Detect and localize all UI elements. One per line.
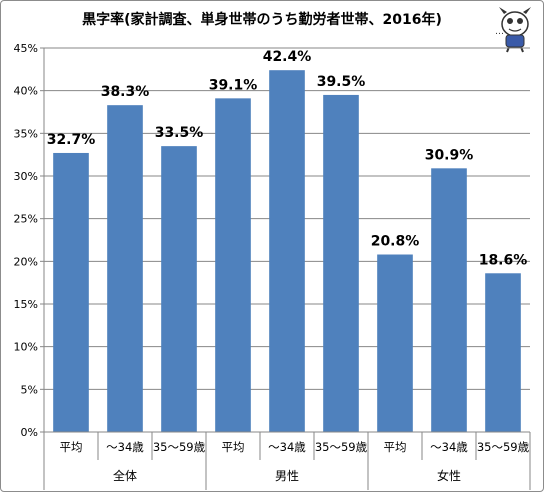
data-label: 32.7% [47, 132, 96, 148]
bar [53, 152, 89, 432]
y-tick-label: 10% [14, 341, 38, 354]
bar [215, 98, 251, 432]
y-tick-label: 30% [14, 170, 38, 183]
y-tick-label: 5% [21, 383, 38, 396]
bar [431, 168, 467, 432]
category-label: 平均 [60, 440, 83, 454]
category-label: ～34歳 [106, 440, 144, 454]
y-tick-label: 40% [14, 85, 38, 98]
data-label: 42.4% [263, 49, 312, 65]
chart-title: 黒字率(家計調査、単身世帯のうち勤労者世帯、2016年) [82, 11, 442, 28]
data-label: 38.3% [101, 84, 150, 100]
y-tick-label: 20% [14, 255, 38, 268]
bar [485, 273, 521, 432]
y-tick-label: 45% [14, 42, 38, 55]
bar [323, 94, 359, 432]
data-label: 30.9% [425, 147, 474, 163]
category-label: 35～59歳 [477, 440, 530, 454]
category-label: 平均 [222, 440, 245, 454]
labels: 0% 5% 10% 15% 20% 25% 30% 35% 40% 45% 32.7% 38.3% 33… [14, 42, 530, 483]
category-label: ～34歳 [268, 440, 306, 454]
group-label: 男性 [275, 469, 299, 483]
data-label: 20.8% [371, 234, 420, 250]
group-label: 全体 [113, 468, 137, 483]
category-label: ～34歳 [430, 440, 468, 454]
data-label: 33.5% [155, 125, 204, 141]
y-tick-label: 25% [14, 213, 38, 226]
y-tick-label: 0% [21, 426, 38, 439]
mascot-icon: … [495, 7, 531, 53]
data-label: 39.1% [209, 77, 258, 93]
axes [40, 47, 531, 490]
group-label: 女性 [437, 468, 461, 483]
data-label: 39.5% [317, 74, 366, 90]
bar [377, 254, 413, 432]
category-label: 35～59歳 [153, 440, 206, 454]
bars [53, 70, 521, 432]
data-label: 18.6% [479, 252, 528, 268]
y-tick-label: 35% [14, 127, 38, 140]
bar [161, 146, 197, 432]
category-label: 平均 [384, 440, 407, 454]
y-tick-label: 15% [14, 298, 38, 311]
bar [107, 105, 143, 432]
category-label: 35～59歳 [315, 440, 368, 454]
svg-text:…: … [495, 27, 504, 37]
bar [269, 70, 305, 432]
